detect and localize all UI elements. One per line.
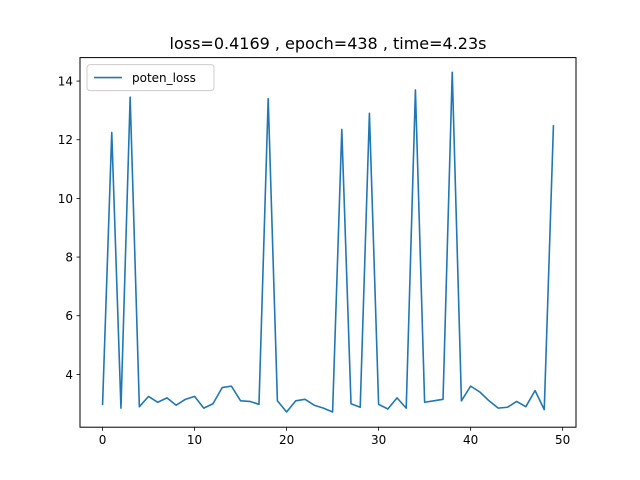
legend-box <box>86 64 215 92</box>
series-line-poten-loss <box>101 71 555 413</box>
chart-title: loss=0.4169 , epoch=438 , time=4.23s <box>170 34 487 53</box>
x-tick-label: 20 <box>279 433 294 447</box>
y-tick-label: 6 <box>65 309 73 323</box>
legend: poten_loss <box>86 64 215 92</box>
y-tick-label: 4 <box>65 368 73 382</box>
x-tick-label: 0 <box>99 433 107 447</box>
y-tick-label: 8 <box>65 251 73 265</box>
axes-frame <box>79 57 577 428</box>
y-tick-label: 12 <box>58 133 73 147</box>
legend-label: poten_loss <box>132 71 196 85</box>
x-tick-label: 30 <box>371 433 386 447</box>
y-tick-label: 10 <box>58 192 73 206</box>
y-tick-label: 14 <box>58 75 73 89</box>
y-axis: 4 6 8 10 12 14 <box>58 75 80 382</box>
x-tick-label: 50 <box>555 433 570 447</box>
x-tick-label: 10 <box>187 433 202 447</box>
plot-area <box>101 71 555 413</box>
x-tick-label: 40 <box>463 433 478 447</box>
x-axis: 0 10 20 30 40 50 <box>99 427 570 447</box>
